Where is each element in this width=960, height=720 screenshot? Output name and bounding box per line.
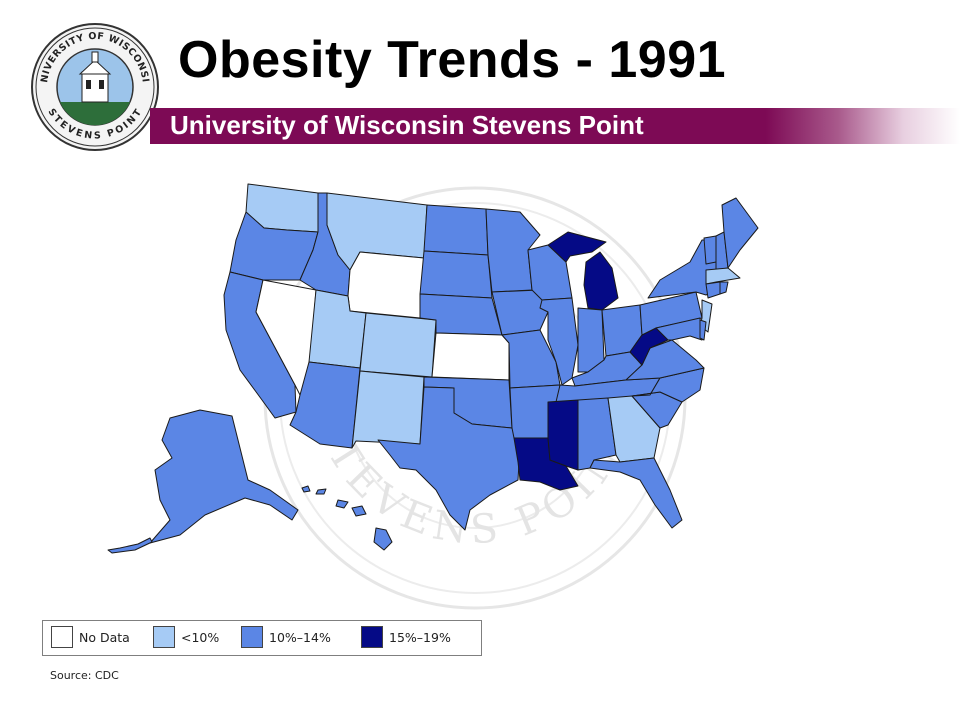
- legend-swatch: [361, 626, 383, 648]
- legend-label: No Data: [79, 629, 130, 645]
- state-delaware: [699, 319, 707, 341]
- legend-swatch: [241, 626, 263, 648]
- state-alaska-islands: [107, 537, 153, 554]
- legend-label: 15%–19%: [389, 629, 451, 645]
- legend-item-10-14: 10%–14%: [241, 626, 331, 648]
- state-south-dakota: [419, 250, 493, 299]
- legend-swatch: [153, 626, 175, 648]
- state-colorado: [359, 312, 437, 378]
- page-subtitle: University of Wisconsin Stevens Point: [170, 110, 644, 140]
- legend-swatch: [51, 626, 73, 648]
- legend-item-15-19: 15%–19%: [361, 626, 451, 648]
- state-michigan-upper: [547, 231, 607, 263]
- state-kansas: [431, 332, 510, 381]
- state-hawaii-4: [351, 505, 367, 517]
- title-banner: [150, 108, 960, 144]
- university-seal: UNIVERSITY OF WISCONSIN STEVENS POINT: [30, 22, 159, 151]
- legend-label: 10%–14%: [269, 629, 331, 645]
- state-connecticut: [705, 281, 721, 299]
- page-title: Obesity Trends - 1991: [178, 31, 727, 89]
- state-hawaii-2: [315, 488, 327, 495]
- state-north-dakota: [423, 204, 489, 256]
- state-hawaii-5: [373, 527, 393, 551]
- state-illinois: [539, 297, 579, 386]
- legend-item-lt10: <10%: [153, 626, 219, 648]
- state-rhode-island: [719, 281, 729, 295]
- state-mississippi: [547, 399, 579, 471]
- state-maine: [721, 197, 759, 269]
- state-hawaii-3: [335, 499, 349, 509]
- source-note: Source: CDC: [50, 669, 119, 682]
- state-texas: [377, 386, 521, 531]
- legend-label: <10%: [181, 629, 220, 645]
- state-alaska: [149, 409, 299, 544]
- state-michigan: [583, 251, 619, 311]
- state-florida: [589, 457, 683, 529]
- state-new-mexico: [351, 370, 425, 449]
- state-vermont: [703, 235, 717, 265]
- state-hawaii-1: [301, 485, 311, 493]
- state-massachusetts: [705, 267, 741, 285]
- map-legend: No Data <10% 10%–14% 15%–19%: [42, 620, 482, 656]
- state-maryland: [655, 317, 703, 341]
- us-obesity-map: [107, 183, 759, 554]
- legend-item-no-data: No Data: [51, 626, 130, 648]
- state-wyoming: [347, 251, 425, 319]
